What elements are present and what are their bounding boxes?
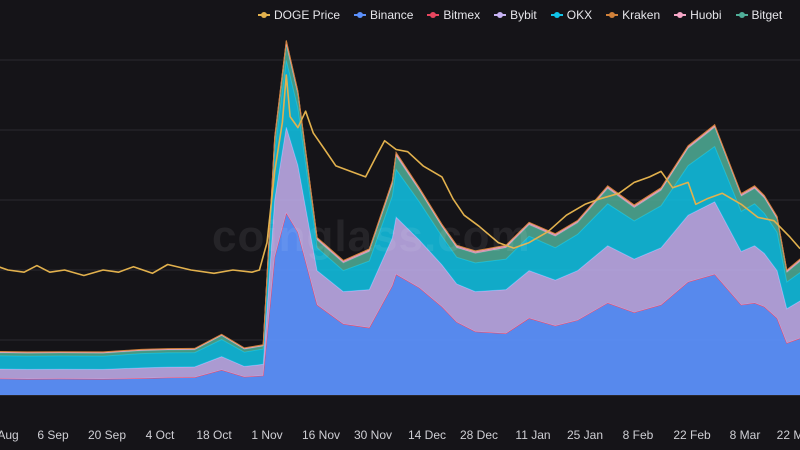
legend-item-huobi[interactable]: Huobi (674, 8, 722, 22)
legend-label: Bitmex (443, 8, 481, 22)
x-tick-label: 8 Feb (623, 428, 654, 442)
legend-label: Bitget (751, 8, 783, 22)
area-layer (0, 40, 800, 395)
x-tick-label: 4 Oct (146, 428, 175, 442)
x-tick-label: 20 Sep (88, 428, 126, 442)
x-tick-label: 8 Mar (730, 428, 761, 442)
x-tick-label: 25 Jan (567, 428, 603, 442)
x-tick-label: 18 Oct (196, 428, 232, 442)
legend-item-bitmex[interactable]: Bitmex (427, 8, 480, 22)
legend-marker-icon (494, 11, 507, 19)
legend-label: DOGE Price (274, 8, 341, 22)
x-tick-label: 22 Feb (673, 428, 711, 442)
x-tick-label: 16 Nov (302, 428, 340, 442)
legend-item-doge-price[interactable]: DOGE Price (258, 8, 340, 22)
legend-label: Binance (370, 8, 414, 22)
chart-legend: DOGE Price Binance Bitmex Bybit OKX Kraken Huo… (258, 8, 800, 22)
legend-item-bitget[interactable]: Bitget (735, 8, 783, 22)
legend-marker-icon (427, 11, 440, 19)
legend-item-binance[interactable]: Binance (354, 8, 413, 22)
legend-label: Bybit (510, 8, 537, 22)
x-tick-label: 6 Sep (37, 428, 69, 442)
legend-label: OKX (566, 8, 593, 22)
x-tick-label: 30 Nov (354, 428, 392, 442)
x-tick-label: 1 Nov (251, 428, 282, 442)
area-binance (0, 213, 800, 395)
x-tick-label: 11 Jan (515, 428, 550, 442)
legend-marker-icon (258, 11, 270, 19)
legend-marker-icon (606, 11, 619, 19)
legend-label: Huobi (690, 8, 722, 22)
legend-marker-icon (354, 11, 367, 19)
x-tick-label: 22 M (777, 428, 800, 442)
area-bybit (0, 127, 800, 379)
x-axis: Aug 6 Sep 20 Sep 4 Oct 18 Oct 1 Nov 16 Nov 30 N… (0, 428, 800, 442)
legend-marker-icon (550, 11, 563, 19)
legend-label: Kraken (622, 8, 661, 22)
legend-marker-icon (674, 11, 687, 19)
area-edge-kraken (0, 40, 800, 353)
legend-marker-icon (735, 11, 748, 19)
price-layer (0, 74, 800, 277)
price-line-doge (0, 74, 800, 277)
legend-item-kraken[interactable]: Kraken (606, 8, 660, 22)
x-tick-label: 28 Dec (460, 428, 498, 442)
x-tick-label: 14 Dec (408, 428, 446, 442)
legend-item-okx[interactable]: OKX (550, 8, 593, 22)
area-okx (0, 60, 800, 370)
x-tick-label: Aug (0, 428, 19, 442)
legend-item-bybit[interactable]: Bybit (494, 8, 537, 22)
